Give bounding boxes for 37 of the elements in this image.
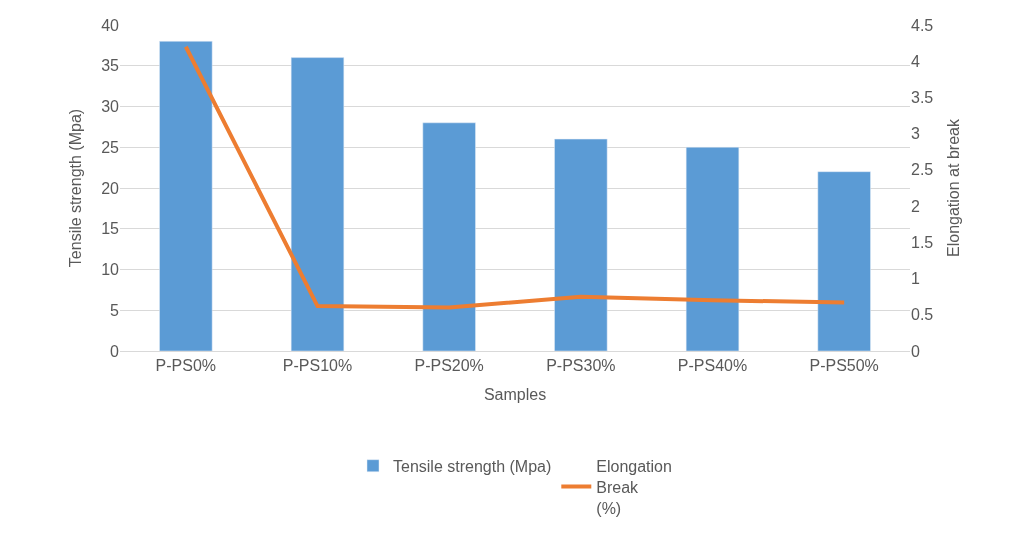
- x-tick-label: P-PS50%: [809, 357, 879, 375]
- y2-tick-label: 1: [911, 270, 920, 288]
- y2-tick-label: 3.5: [911, 89, 934, 107]
- y2-tick-label: 0.5: [911, 306, 934, 324]
- bar: [422, 122, 476, 351]
- y-tick-label: 40: [101, 16, 120, 34]
- x-tick-label: P-PS10%: [282, 357, 353, 375]
- y2-tick-label: 4.5: [911, 16, 934, 34]
- x-tick-label: P-PS0%: [155, 357, 217, 375]
- line-series: [183, 44, 847, 310]
- y-tick-label: 30: [101, 98, 120, 116]
- y2-tick-label: 3: [911, 125, 920, 143]
- y-tick-label: 5: [110, 301, 120, 319]
- bar: [554, 138, 608, 351]
- x-tick-label: P-PS20%: [414, 357, 484, 375]
- y-tick-label: 25: [101, 138, 120, 156]
- y-tick-label: 20: [101, 179, 120, 197]
- bar: [817, 171, 871, 351]
- legend-label: Elongation Break (%): [596, 457, 672, 517]
- y2-tick-label: 4: [911, 52, 920, 70]
- bar: [685, 147, 740, 351]
- y-tick-label: 10: [101, 261, 120, 279]
- y-tick-label: 35: [101, 57, 120, 75]
- x-tick-label: P-PS40%: [677, 357, 748, 375]
- legend-label: Tensile strength (Mpa): [393, 457, 552, 475]
- y-tick-label: 15: [101, 220, 120, 238]
- y2-axis-title: Elongation at break: [945, 118, 963, 257]
- y2-tick-label: 0: [911, 342, 920, 360]
- x-tick-label: P-PS30%: [546, 357, 616, 375]
- bar: [290, 57, 345, 351]
- y2-tick-label: 2.5: [911, 161, 934, 179]
- x-axis-title: Samples: [483, 385, 547, 403]
- bar: [159, 41, 213, 351]
- y-tick-label: 0: [110, 342, 120, 360]
- y-axis-title: Tensile strength (Mpa): [67, 108, 85, 268]
- y2-tick-label: 1.5: [911, 233, 934, 251]
- y2-tick-label: 2: [911, 197, 920, 215]
